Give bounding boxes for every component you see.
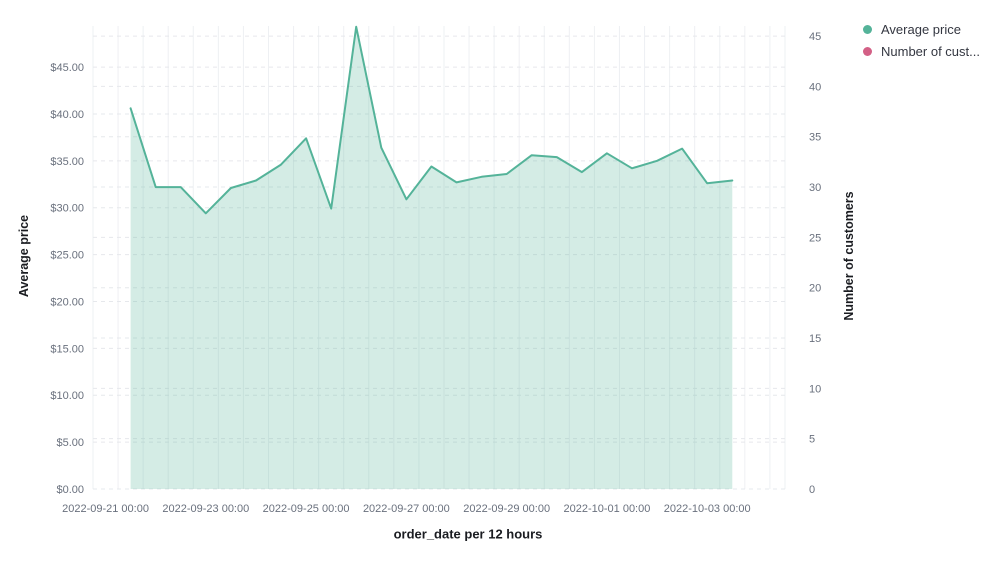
x-tick-label: 2022-09-25 00:00 — [263, 503, 350, 515]
y-left-tick-label: $40.00 — [50, 109, 84, 121]
y-left-tick-label: $20.00 — [50, 296, 84, 308]
x-tick-label: 2022-10-01 00:00 — [564, 503, 651, 515]
y-right-tick-label: 40 — [809, 81, 821, 93]
x-axis-title: order_date per 12 hours — [393, 526, 543, 542]
y-right-tick-label: 35 — [809, 132, 821, 144]
y-right-tick-label: 45 — [809, 31, 821, 43]
left-axis-title: Average price — [17, 214, 31, 298]
y-left-tick-label: $10.00 — [50, 390, 84, 402]
y-right-tick-label: 10 — [809, 383, 821, 395]
x-tick-label: 2022-09-21 00:00 — [62, 503, 149, 515]
y-right-tick-label: 25 — [809, 232, 821, 244]
series-color-dot-icon — [863, 47, 872, 56]
legend-item-number-of-customers[interactable]: Number of cust... — [863, 44, 980, 59]
y-right-tick-label: 20 — [809, 283, 821, 295]
y-right-tick-label: 5 — [809, 434, 815, 446]
legend: Average price Number of cust... — [863, 22, 980, 59]
y-left-tick-label: $0.00 — [56, 484, 84, 496]
x-tick-label: 2022-10-03 00:00 — [664, 503, 751, 515]
y-right-tick-label: 30 — [809, 182, 821, 194]
legend-label: Average price — [881, 22, 961, 37]
right-axis-title: Number of customers — [842, 191, 856, 321]
y-right-tick-label: 15 — [809, 333, 821, 345]
y-left-tick-label: $35.00 — [50, 156, 84, 168]
x-tick-label: 2022-09-27 00:00 — [363, 503, 450, 515]
y-left-tick-label: $30.00 — [50, 203, 84, 215]
series-line — [129, 25, 734, 215]
y-left-tick-label: $25.00 — [50, 250, 84, 262]
x-tick-label: 2022-09-29 00:00 — [463, 503, 550, 515]
y-left-tick-label: $45.00 — [50, 62, 84, 74]
y-left-tick-label: $15.00 — [50, 343, 84, 355]
series-color-dot-icon — [863, 25, 872, 34]
y-left-tick-label: $5.00 — [56, 437, 84, 449]
x-tick-label: 2022-09-23 00:00 — [162, 503, 249, 515]
series-area — [130, 26, 733, 490]
y-right-tick-label: 0 — [809, 484, 815, 496]
legend-label: Number of cust... — [881, 44, 980, 59]
legend-item-average-price[interactable]: Average price — [863, 22, 980, 37]
